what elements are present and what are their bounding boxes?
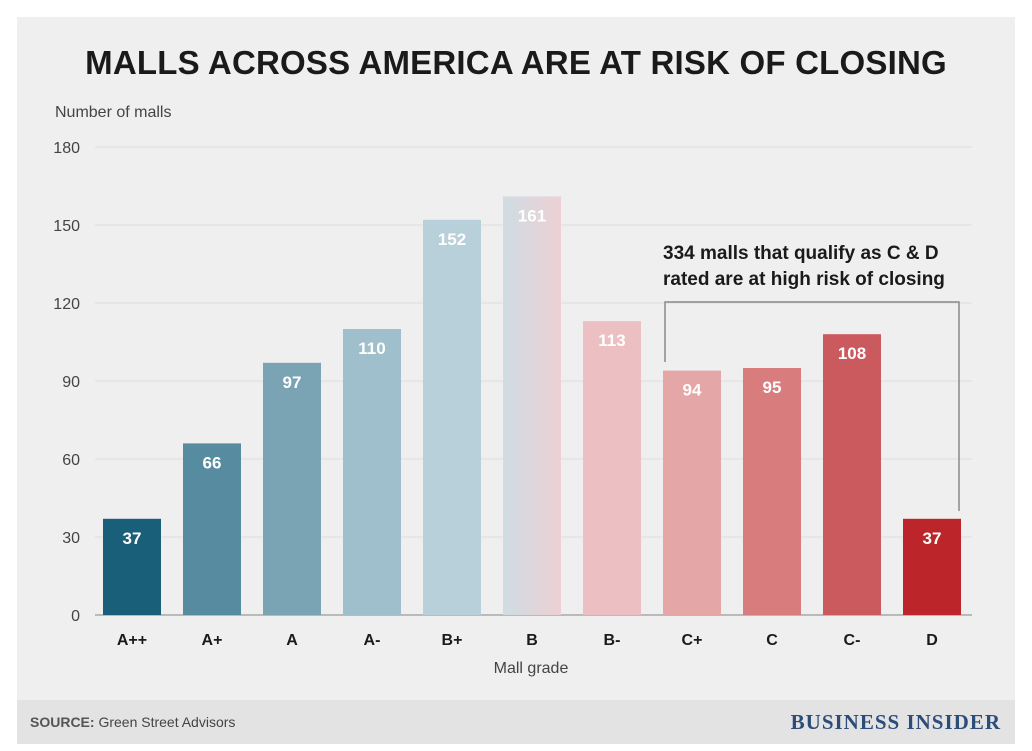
x-tick-label: A++ bbox=[117, 632, 147, 649]
x-tick-label: A bbox=[286, 632, 298, 649]
y-tick-label: 60 bbox=[62, 452, 80, 469]
annotation-bracket bbox=[664, 301, 960, 511]
bar-value-label: 110 bbox=[358, 339, 385, 358]
x-tick-label: C- bbox=[844, 632, 861, 649]
bar-D bbox=[903, 518, 961, 615]
bar-B+ bbox=[423, 219, 481, 616]
bar-B- bbox=[583, 321, 641, 615]
annotation-text-line: rated are at high risk of closing bbox=[663, 269, 945, 290]
y-tick-label: 30 bbox=[62, 530, 80, 547]
x-tick-label: B bbox=[526, 632, 538, 649]
bar-A+ bbox=[183, 443, 241, 615]
bar-A bbox=[263, 362, 321, 615]
bar-value-label: 37 bbox=[123, 529, 142, 548]
bar-value-label: 113 bbox=[598, 331, 625, 350]
x-tick-label: B+ bbox=[442, 632, 463, 649]
y-tick-label: 150 bbox=[53, 218, 80, 235]
bar-A- bbox=[343, 329, 401, 615]
bar-value-label: 152 bbox=[438, 230, 466, 249]
bar-C- bbox=[823, 334, 881, 615]
y-tick-label: 0 bbox=[71, 608, 80, 625]
footer: SOURCE: Green Street Advisors BUSINESS I… bbox=[17, 700, 1015, 744]
x-tick-label: C bbox=[766, 632, 778, 649]
bar-value-label: 161 bbox=[518, 206, 546, 225]
y-tick-label: 180 bbox=[53, 140, 80, 157]
source-note: SOURCE: Green Street Advisors bbox=[30, 714, 235, 730]
y-tick-label: 90 bbox=[62, 374, 80, 391]
bar-value-label: 108 bbox=[838, 344, 866, 363]
bar-C bbox=[743, 368, 801, 615]
bar-value-label: 66 bbox=[203, 453, 222, 472]
x-tick-label: D bbox=[926, 632, 938, 649]
source-prefix: SOURCE: bbox=[30, 714, 95, 730]
x-tick-label: A+ bbox=[202, 632, 223, 649]
bar-value-label: 94 bbox=[683, 381, 702, 400]
bar-value-label: 95 bbox=[763, 378, 782, 397]
x-axis-label: Mall grade bbox=[493, 660, 569, 677]
bar-value-label: 37 bbox=[923, 529, 942, 548]
bar-value-label: 97 bbox=[283, 373, 302, 392]
bar-C+ bbox=[663, 370, 721, 615]
source-text: Green Street Advisors bbox=[94, 714, 236, 730]
bar-B bbox=[503, 196, 561, 615]
bar-chart: 0 30 60 90 120 150 180 37 A++ 66 A+ 97 A 110 A- 152 B+ 16… bbox=[53, 140, 972, 649]
x-tick-label: A- bbox=[364, 632, 381, 649]
y-axis-label: Number of malls bbox=[55, 104, 172, 121]
brand-logo: BUSINESS INSIDER bbox=[790, 710, 1001, 734]
x-tick-label: C+ bbox=[682, 632, 703, 649]
bar-A++ bbox=[103, 518, 161, 615]
annotation-text-line: 334 malls that qualify as C & D bbox=[663, 243, 939, 264]
x-tick-label: B- bbox=[604, 632, 621, 649]
chart-title: MALLS ACROSS AMERICA ARE AT RISK OF CLOS… bbox=[85, 44, 947, 81]
y-tick-label: 120 bbox=[53, 296, 80, 313]
